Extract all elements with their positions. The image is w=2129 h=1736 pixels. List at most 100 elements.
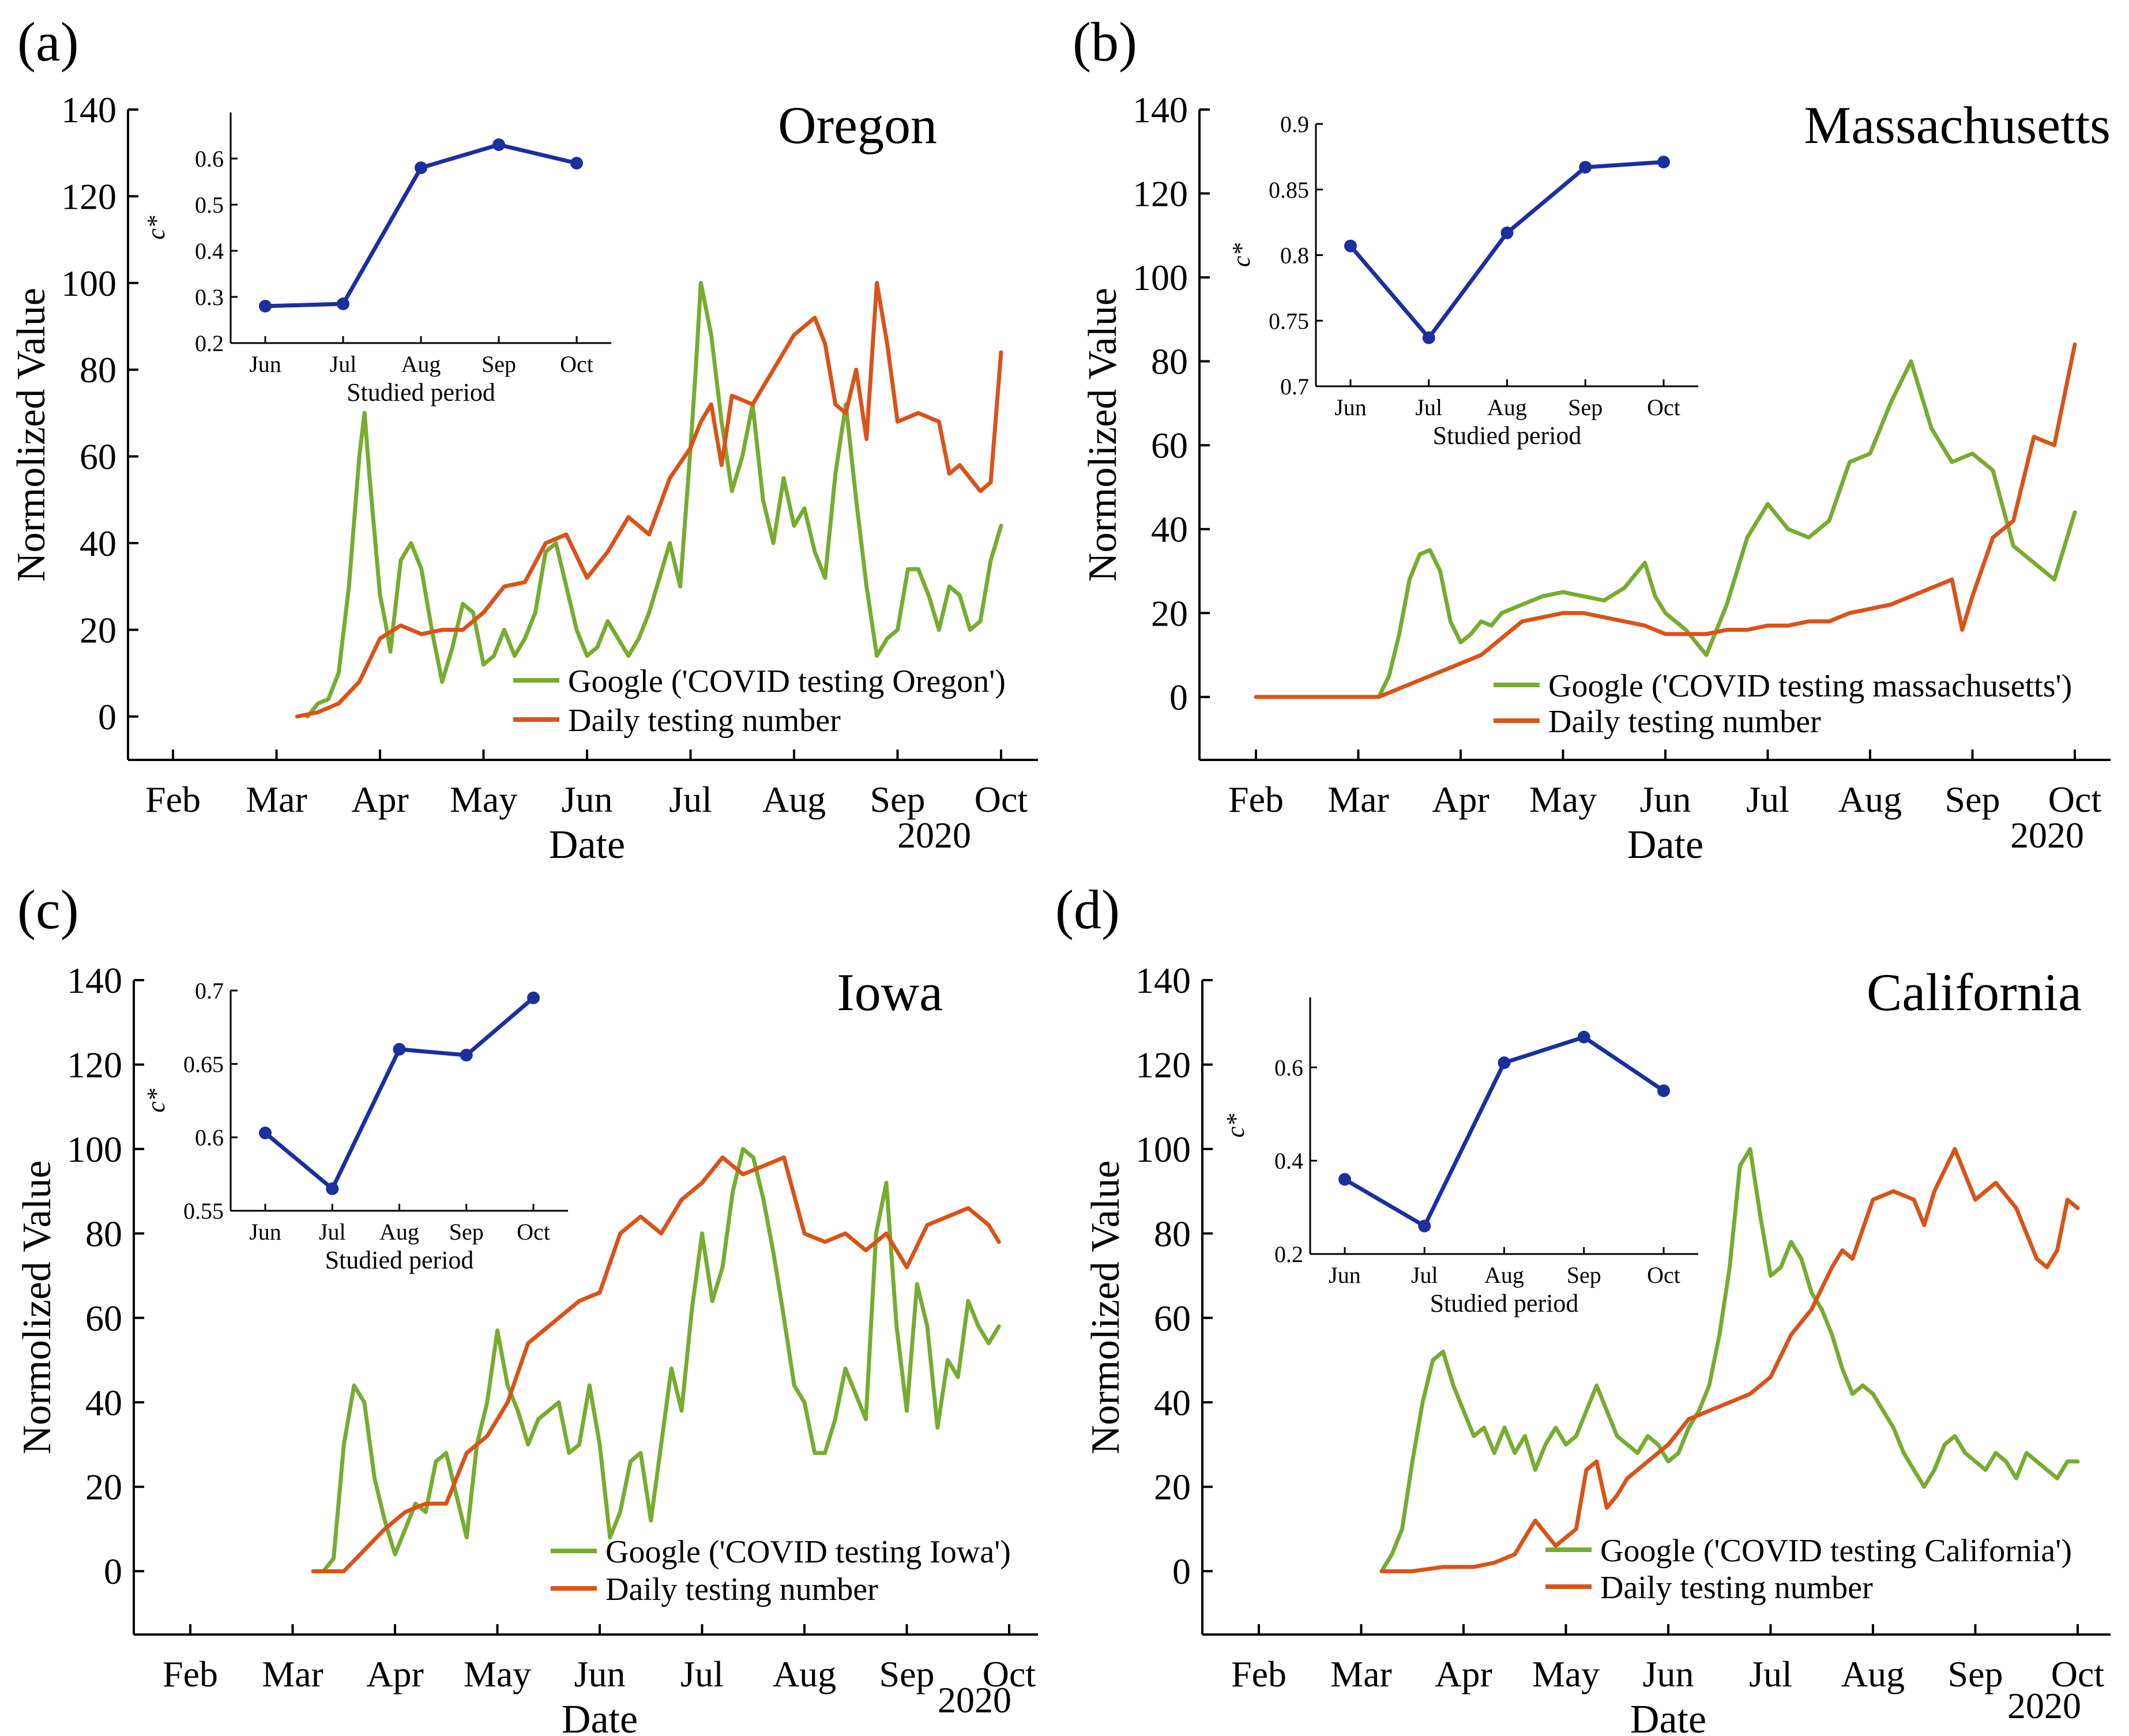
- y-tick-label: 140: [67, 960, 122, 1001]
- inset-y-tick-label: 0.9: [1280, 111, 1309, 137]
- legend-label-google: Google ('COVID testing Iowa'): [605, 1534, 1011, 1570]
- legend-label-google: Google ('COVID testing massachusetts'): [1548, 668, 2072, 704]
- x-axis-label: Date: [562, 1697, 638, 1736]
- inset-point: [393, 1042, 406, 1056]
- panel-label: (b): [1073, 11, 1137, 73]
- inset-y-tick-label: 0.4: [1274, 1148, 1303, 1174]
- x-axis-label: Date: [1627, 823, 1703, 867]
- inset-x-tick-label: Sep: [449, 1219, 484, 1245]
- inset-point: [492, 138, 505, 151]
- y-tick-label: 0: [98, 696, 116, 737]
- inset-point: [1344, 239, 1357, 253]
- legend-label-testing: Daily testing number: [605, 1572, 878, 1607]
- legend-label-testing: Daily testing number: [568, 703, 841, 739]
- x-tick-label: Apr: [351, 779, 409, 820]
- y-tick-label: 140: [1133, 89, 1188, 130]
- x-tick-label: Jul: [1746, 779, 1789, 820]
- x-tick-label: Apr: [1432, 779, 1489, 820]
- x-tick-label: Jun: [1640, 779, 1691, 820]
- x-tick-label: Oct: [975, 779, 1028, 820]
- x-tick-label: Jun: [574, 1654, 626, 1694]
- inset-x-tick-label: Sep: [482, 351, 516, 377]
- y-tick-label: 0: [1169, 677, 1188, 718]
- y-axis-label: Normolized Value: [15, 1161, 59, 1455]
- x-tick-label: Aug: [1841, 1654, 1905, 1694]
- inset-point: [527, 991, 540, 1004]
- panel-title: Massachusetts: [1804, 96, 2111, 155]
- inset-point: [1422, 331, 1435, 344]
- inset-x-tick-label: Sep: [1568, 394, 1603, 420]
- legend-label-google: Google ('COVID testing California'): [1600, 1533, 2072, 1569]
- x-tick-label: Oct: [983, 1654, 1036, 1694]
- inset-x-tick-label: Aug: [1487, 394, 1527, 420]
- x-tick-label: Jul: [669, 779, 712, 820]
- panel-massachusetts: (b) Massachusetts 0 20 40 60 80 100 120 140 Feb Mar…: [1073, 11, 2111, 867]
- inset-point: [337, 298, 349, 310]
- panel-title: California: [1867, 963, 2082, 1022]
- y-tick-label: 80: [1154, 1213, 1191, 1254]
- inset-point: [1657, 1084, 1670, 1097]
- x-tick-label: Feb: [163, 1654, 218, 1694]
- y-tick-label: 60: [1154, 1298, 1191, 1339]
- inset-x-tick-label: Aug: [1484, 1262, 1524, 1288]
- inset-chart: 0.7 0.75 0.8 0.85 0.9 Jun Jul Aug Sep Oct Studied …: [1227, 111, 1698, 450]
- x-tick-label: May: [464, 1654, 531, 1694]
- x-tick-label: Apr: [366, 1654, 424, 1694]
- y-tick-label: 60: [1151, 425, 1188, 466]
- y-tick-label: 140: [1135, 960, 1191, 1001]
- y-tick-label: 40: [1154, 1382, 1191, 1423]
- y-tick-label: 20: [1151, 593, 1188, 634]
- x-tick-label: Jun: [1643, 1654, 1694, 1694]
- panel-california: (d) California 0 20 40 60 80 100 120 140 Feb Mar Apr…: [1055, 879, 2111, 1736]
- inset-chart: 0.2 0.3 0.4 0.5 0.6 Jun Jul Aug Sep Oct Studied pe…: [142, 112, 611, 406]
- x-tick-label: Jun: [562, 779, 613, 820]
- x-tick-label: Sep: [1945, 779, 2000, 820]
- y-tick-label: 60: [85, 1298, 122, 1339]
- inset-point: [1577, 1030, 1590, 1044]
- inset-x-axis-label: Studied period: [325, 1246, 474, 1274]
- x-tick-label: May: [1529, 779, 1597, 820]
- y-tick-label: 40: [1151, 509, 1188, 550]
- inset-y-tick-label: 0.7: [1280, 374, 1309, 400]
- inset-y-tick-label: 0.2: [195, 330, 224, 356]
- inset-x-tick-label: Jun: [249, 351, 281, 377]
- y-tick-label: 40: [85, 1382, 122, 1423]
- x-tick-label: Jul: [1749, 1654, 1792, 1694]
- inset-y-tick-label: 0.3: [195, 284, 224, 310]
- inset-x-tick-label: Jul: [330, 351, 357, 377]
- inset-y-tick-label: 0.55: [183, 1198, 224, 1224]
- inset-x-tick-label: Jun: [249, 1219, 281, 1245]
- inset-point: [415, 161, 427, 174]
- x-tick-label: Jul: [680, 1654, 724, 1694]
- x-tick-label: May: [1532, 1654, 1600, 1694]
- inset-chart: 0.55 0.6 0.65 0.7 Jun Jul Aug Sep Oct Studied per…: [142, 978, 568, 1274]
- inset-y-tick-label: 0.4: [195, 238, 224, 264]
- y-tick-label: 0: [1172, 1551, 1191, 1592]
- year-label: 2020: [938, 1679, 1011, 1720]
- inset-point: [259, 300, 272, 312]
- x-tick-label: Feb: [1228, 779, 1284, 820]
- inset-x-tick-label: Oct: [560, 351, 593, 377]
- inset-x-tick-label: Sep: [1567, 1262, 1601, 1288]
- x-tick-label: Aug: [1838, 779, 1902, 820]
- google-search-line: [1376, 359, 2077, 699]
- x-tick-label: Aug: [762, 779, 826, 820]
- daily-testing-line: [1254, 342, 2077, 699]
- y-tick-label: 120: [1135, 1044, 1191, 1085]
- legend-label-testing: Daily testing number: [1600, 1570, 1873, 1606]
- y-tick-label: 0: [104, 1551, 122, 1592]
- x-tick-label: Feb: [145, 779, 201, 820]
- inset-y-tick-label: 0.6: [195, 146, 224, 172]
- y-tick-label: 80: [85, 1213, 122, 1254]
- legend-label-google: Google ('COVID testing Oregon'): [568, 664, 1006, 699]
- year-label: 2020: [897, 815, 971, 856]
- inset-point: [259, 1127, 272, 1140]
- y-tick-label: 100: [61, 263, 116, 304]
- inset-point: [1418, 1219, 1431, 1233]
- x-axis-label: Date: [1630, 1697, 1706, 1736]
- panel-title: Oregon: [778, 96, 937, 155]
- x-tick-label: Oct: [2051, 1654, 2105, 1694]
- y-axis-label: Normolized Value: [1081, 288, 1125, 582]
- inset-x-axis-label: Studied period: [1430, 1289, 1579, 1317]
